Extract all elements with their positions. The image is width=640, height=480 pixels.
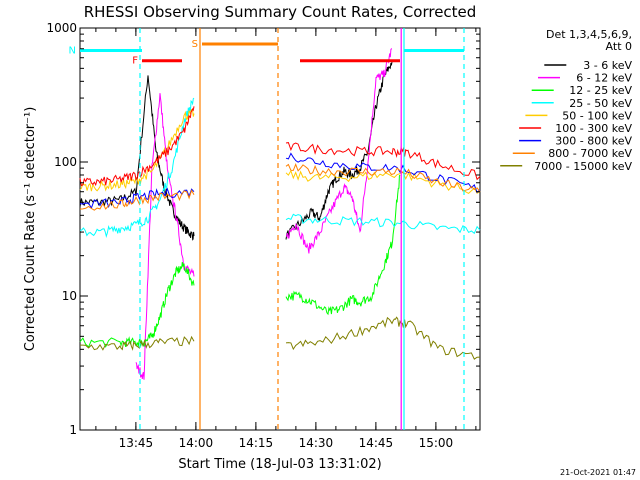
legend-label: 50 - 100 keV <box>562 109 632 122</box>
series-line-3-seg-2 <box>285 174 401 316</box>
series-line-5-seg-1 <box>79 108 195 192</box>
x-tick-label: 14:30 <box>299 436 334 450</box>
x-tick-label: 14:00 <box>179 436 214 450</box>
series-line-6-seg-1 <box>79 106 195 187</box>
series-line-8-seg-2 <box>285 163 481 193</box>
legend-label: 12 - 25 keV <box>569 84 632 97</box>
legend-label: 7000 - 15000 keV <box>534 160 632 173</box>
series-line-1-seg-2 <box>285 61 393 240</box>
chart-title: RHESSI Observing Summary Count Rates, Co… <box>84 3 477 21</box>
plot-area-frame <box>79 27 481 431</box>
series-line-4-seg-1 <box>79 97 195 239</box>
series-line-5-seg-2 <box>285 169 481 195</box>
x-tick-label: 13:45 <box>119 436 154 450</box>
series-layer <box>79 48 481 380</box>
series-line-4-seg-2 <box>285 213 481 235</box>
footer-timestamp: 21-Oct-2021 01:47 <box>560 468 636 477</box>
legend-label: 100 - 300 keV <box>555 122 632 135</box>
series-line-2-seg-2 <box>285 48 393 254</box>
marker-label-N: N <box>69 45 76 56</box>
detector-info-line-2: Att 0 <box>606 40 632 53</box>
marker-label-F: F <box>132 56 138 67</box>
series-line-3-seg-1 <box>79 262 195 348</box>
y-tick-label: 10 <box>62 289 77 303</box>
series-line-2-seg-1 <box>135 93 195 380</box>
y-axis-title: Corrected Count Rate (s⁻¹ detector⁻¹) <box>23 107 38 352</box>
legend-label: 25 - 50 keV <box>569 97 632 110</box>
y-tick-label: 1 <box>69 423 77 437</box>
series-line-1-seg-1 <box>79 75 195 241</box>
series-line-9-seg-2 <box>285 316 481 360</box>
x-tick-label: 14:15 <box>239 436 274 450</box>
legend-label: 3 - 6 keV <box>583 59 632 72</box>
series-line-7-seg-1 <box>79 187 195 210</box>
y-tick-label: 100 <box>54 155 77 169</box>
legend-label: 6 - 12 keV <box>576 72 632 85</box>
series-line-8-seg-1 <box>79 189 195 211</box>
series-line-6-seg-2 <box>285 142 481 181</box>
detector-info-line-1: Det 1,3,4,5,6,9, <box>546 28 632 41</box>
marker-layer: F N S <box>69 28 465 430</box>
marker-label-S: S <box>192 39 198 50</box>
series-line-9-seg-1 <box>80 335 195 351</box>
x-axis-title: Start Time (18-Jul-03 13:31:02) <box>178 457 381 472</box>
legend-label: 300 - 800 keV <box>555 135 632 148</box>
axis-layer: 1 10 100 1000 13:45 14:00 14:15 14:30 14:45 15:00 <box>46 21 480 450</box>
x-tick-label: 14:45 <box>359 436 394 450</box>
x-tick-label: 15:00 <box>419 436 454 450</box>
legend-label: 800 - 7000 keV <box>548 147 632 160</box>
y-tick-label: 1000 <box>46 21 77 35</box>
